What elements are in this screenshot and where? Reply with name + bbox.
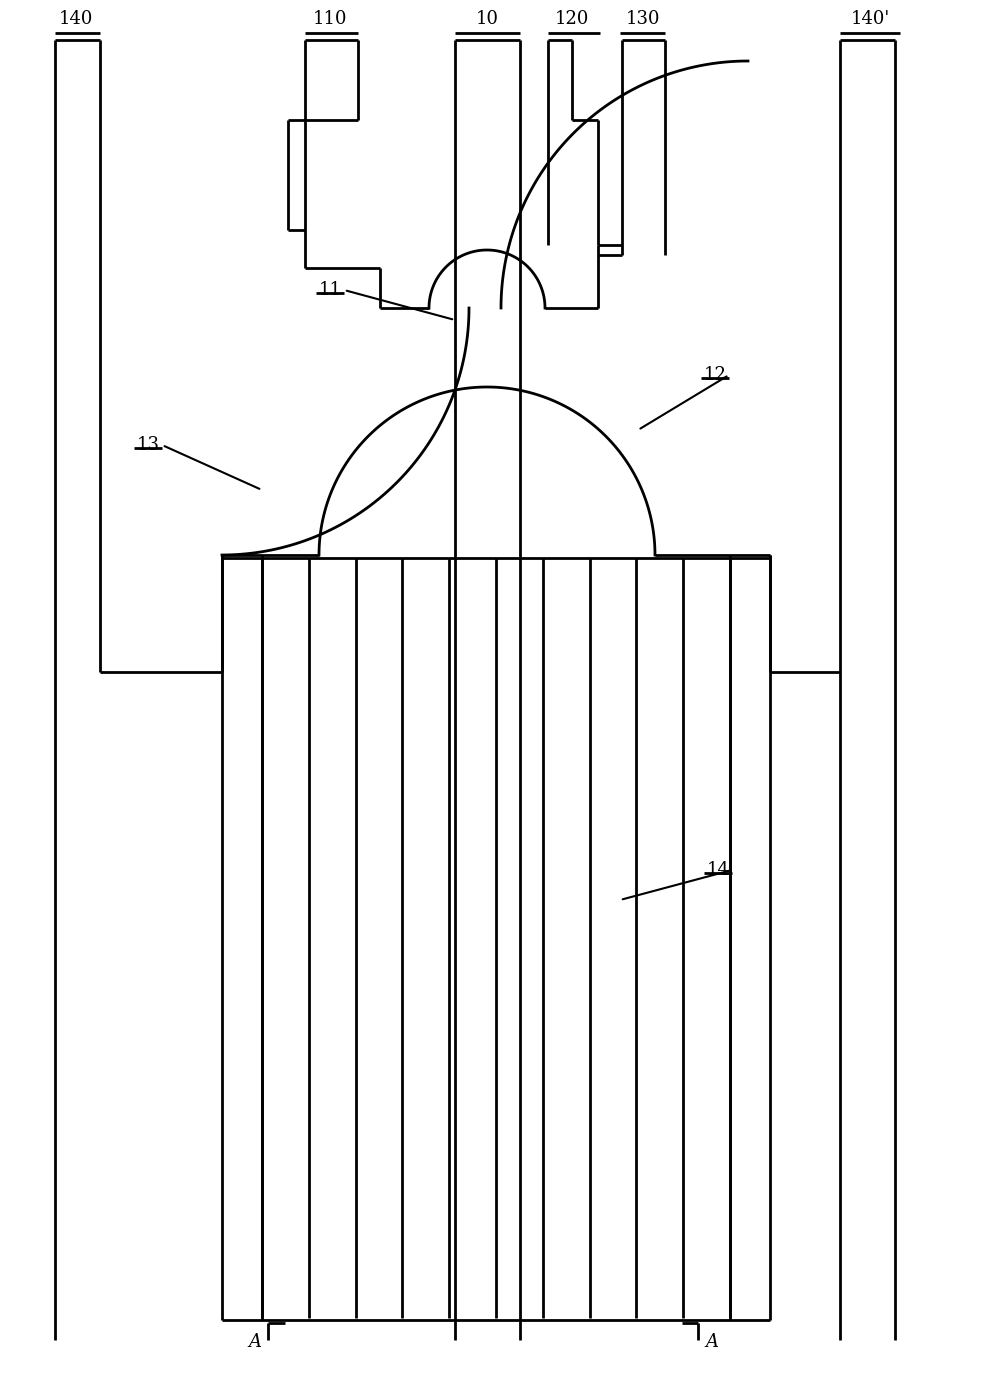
Text: 14: 14 [706,861,730,880]
Text: 13: 13 [137,436,160,454]
Text: 120: 120 [555,10,589,28]
Text: 10: 10 [476,10,498,28]
Text: 140': 140' [850,10,889,28]
Text: 110: 110 [313,10,348,28]
Text: A: A [705,1333,718,1351]
Text: 11: 11 [318,282,342,298]
Text: 140: 140 [59,10,94,28]
Text: 12: 12 [703,367,727,383]
Text: A: A [248,1333,261,1351]
Text: 130: 130 [625,10,660,28]
